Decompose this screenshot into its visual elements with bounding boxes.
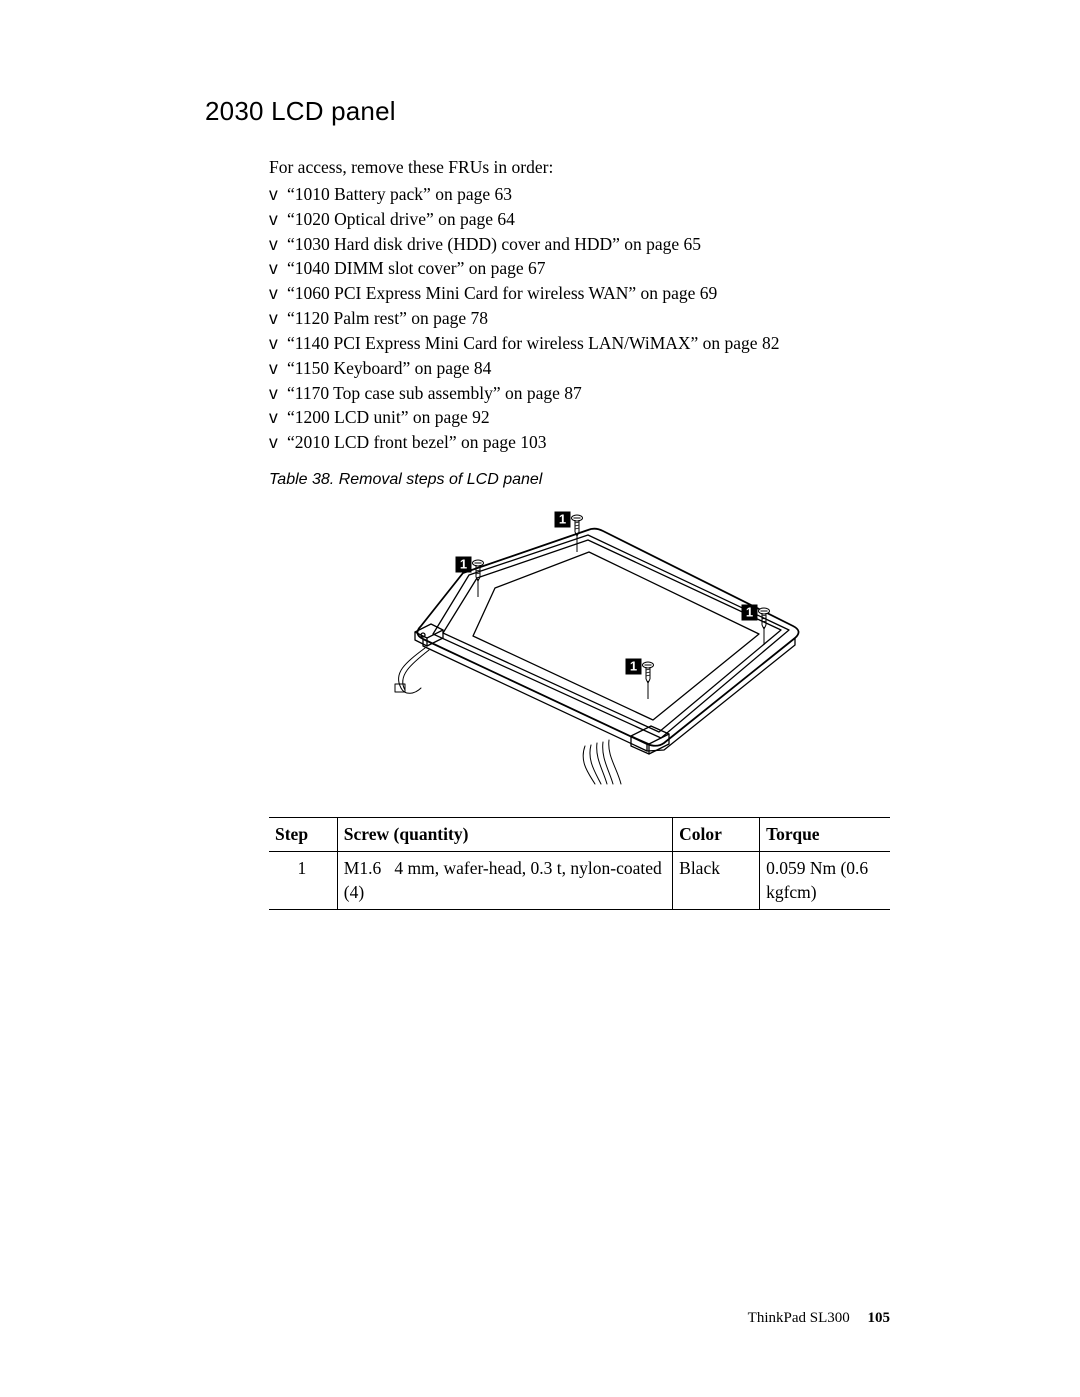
col-screw: Screw (quantity) — [337, 817, 672, 851]
footer-page: 105 — [868, 1310, 891, 1326]
list-item: “1200 LCD unit” on page 92 — [269, 405, 890, 430]
col-step: Step — [269, 817, 337, 851]
list-item: “1150 Keyboard” on page 84 — [269, 356, 890, 381]
svg-text:1: 1 — [629, 658, 636, 673]
section-title: 2030 LCD panel — [205, 96, 890, 127]
cell-torque: 0.059 Nm (0.6 kgfcm) — [760, 851, 890, 910]
table-row: 1 M1.6 4 mm, wafer-head, 0.3 t, nylon-co… — [269, 851, 890, 910]
intro-text: For access, remove these FRUs in order: — [269, 155, 890, 180]
cell-step: 1 — [269, 851, 337, 910]
svg-text:1: 1 — [745, 604, 752, 619]
list-item: “1140 PCI Express Mini Card for wireless… — [269, 331, 890, 356]
svg-text:1: 1 — [459, 556, 466, 571]
list-item: “1020 Optical drive” on page 64 — [269, 207, 890, 232]
footer-book: ThinkPad SL300 — [748, 1310, 850, 1326]
table-caption: Table 38. Removal steps of LCD panel — [269, 469, 890, 492]
list-item: “1040 DIMM slot cover” on page 67 — [269, 256, 890, 281]
fru-list: “1010 Battery pack” on page 63 “1020 Opt… — [269, 182, 890, 455]
list-item: “1010 Battery pack” on page 63 — [269, 182, 890, 207]
svg-text:1: 1 — [558, 511, 565, 526]
list-item: “1170 Top case sub assembly” on page 87 — [269, 381, 890, 406]
col-color: Color — [673, 817, 760, 851]
screw-table: Step Screw (quantity) Color Torque 1 M1.… — [269, 817, 890, 911]
lcd-panel-diagram: 1 1 1 1 — [345, 498, 815, 795]
list-item: “1030 Hard disk drive (HDD) cover and HD… — [269, 232, 890, 257]
list-item: “1120 Palm rest” on page 78 — [269, 306, 890, 331]
cell-screw: M1.6 4 mm, wafer-head, 0.3 t, nylon-coat… — [337, 851, 672, 910]
list-item: “2010 LCD front bezel” on page 103 — [269, 430, 890, 455]
page-footer: ThinkPad SL300 105 — [748, 1310, 890, 1327]
list-item: “1060 PCI Express Mini Card for wireless… — [269, 281, 890, 306]
cell-color: Black — [673, 851, 760, 910]
col-torque: Torque — [760, 817, 890, 851]
